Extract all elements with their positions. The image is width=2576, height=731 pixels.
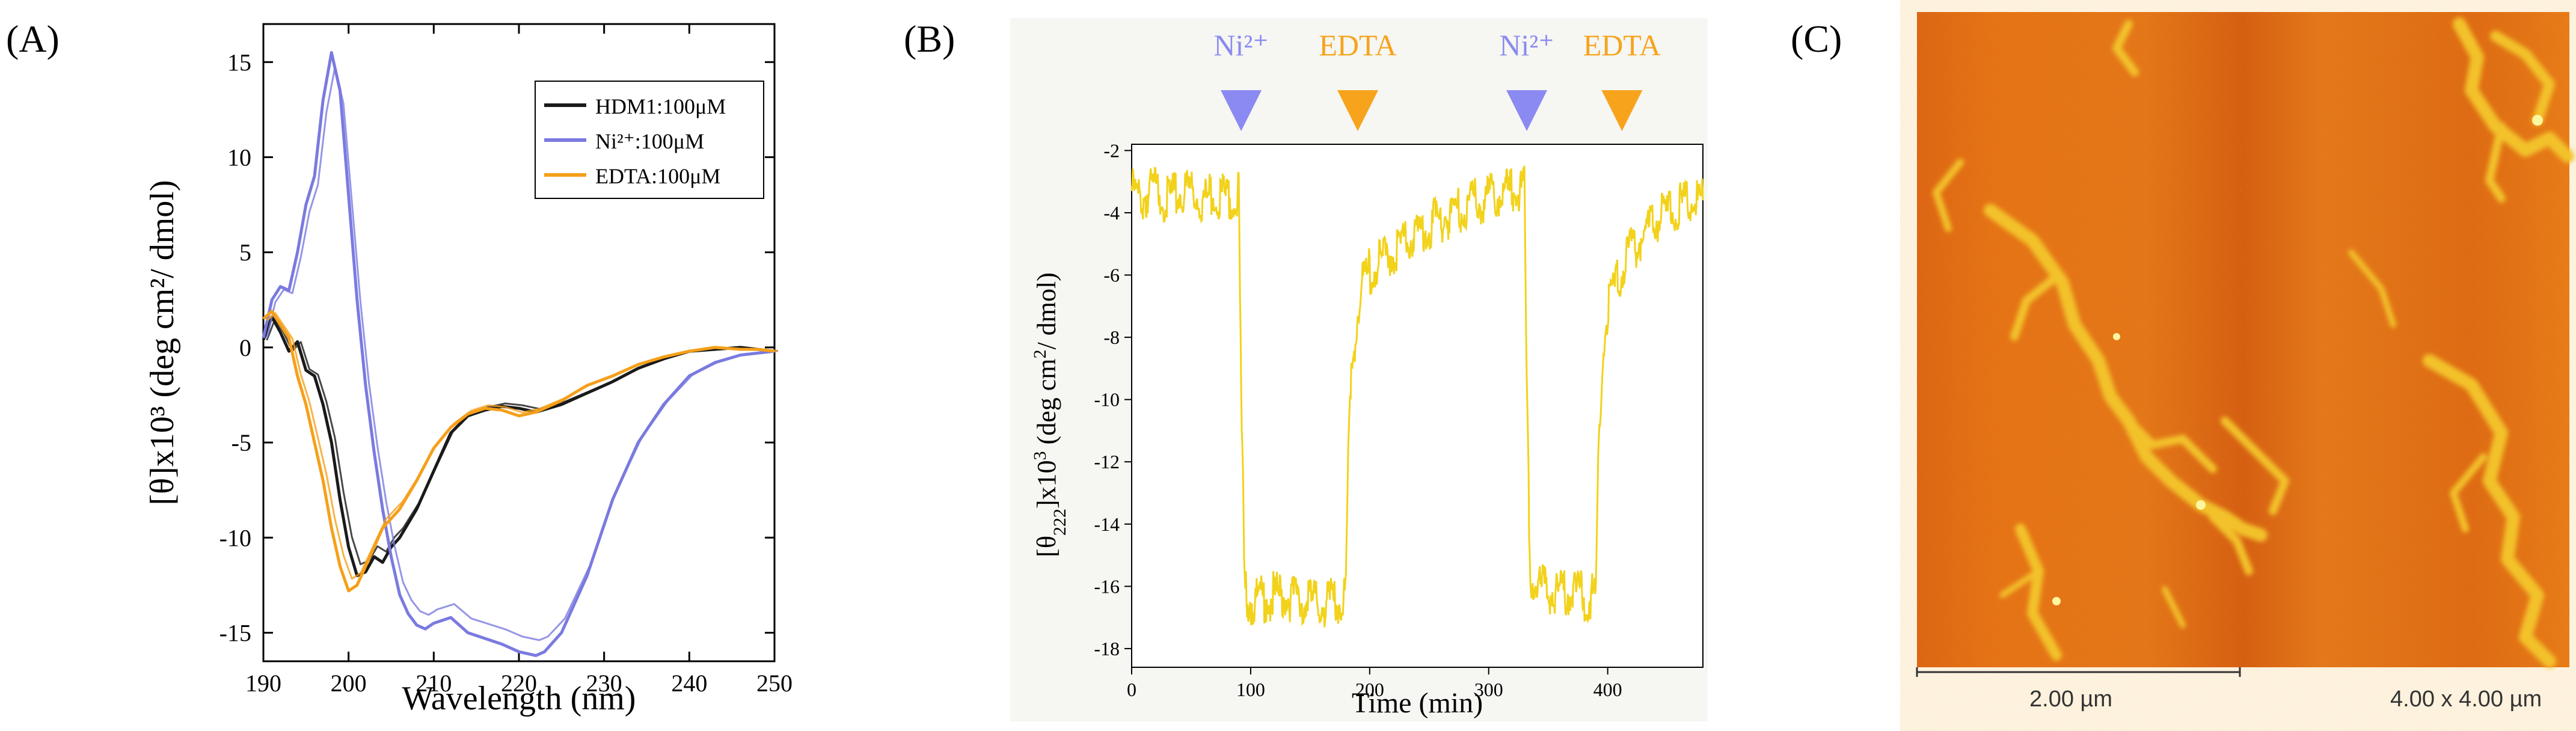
afm-fibrils — [1933, 17, 2574, 668]
chart-a-xtick-label: 200 — [331, 670, 367, 697]
chart-b-xtick-label: 300 — [1474, 679, 1503, 700]
chart-a-series-line-3 — [262, 310, 775, 593]
chart-b-ytick-label: -14 — [1094, 513, 1120, 535]
chart-a-xtick-label: 240 — [671, 670, 707, 697]
chart-b-marker-label-1: Ni²⁺ — [1213, 28, 1268, 62]
chart-b-ytick-label: -8 — [1103, 326, 1120, 348]
chart-b-xtick-label: 0 — [1127, 679, 1136, 700]
chart-b-marker-triangle-4 — [1601, 90, 1643, 131]
chart-b-ytick-label: -4 — [1103, 202, 1120, 224]
chart-a-xlabel: Wavelength (nm) — [402, 680, 636, 717]
panel-label-b: (B) — [904, 17, 955, 60]
chart-a-xtick-label: 230 — [586, 670, 622, 697]
panel-label-c: (C) — [1791, 17, 1842, 60]
chart-b-ytick-label: -2 — [1103, 139, 1120, 161]
chart-b-ytick-label: -16 — [1094, 575, 1120, 597]
afm-image-panel: 2.00 µm 4.00 x 4.00 µm — [1916, 12, 2574, 712]
chart-b-ytick-label: -6 — [1103, 265, 1120, 286]
chart-a-legend-label: Ni²⁺:100μM — [595, 129, 704, 153]
chart-a-ylabel: [θ]x10³ (deg cm²/ dmol) — [144, 180, 181, 506]
afm-bright-spots — [2052, 115, 2543, 605]
chart-b-marker-triangle-3 — [1506, 90, 1548, 131]
chart-a-legend: HDM1:100μM Ni²⁺:100μM EDTA:100μM — [535, 81, 764, 199]
chart-a-xtick-label: 210 — [416, 670, 452, 697]
chart-b-series-line-1 — [1130, 165, 1704, 628]
chart-b: 0 100 200 300 400 -18 -16 -14 -12 -10 -8 -6 -4 -2 Ni²… — [1010, 18, 1708, 721]
chart-a-xtick-label: 190 — [245, 670, 281, 697]
chart-a-series-line-3-repeat — [266, 312, 778, 580]
chart-b-marker-triangle-1 — [1221, 90, 1262, 131]
chart-a-ytick-label: 15 — [227, 49, 251, 76]
chart-a-ytick-label: -15 — [219, 620, 251, 647]
chart-a-series-line-2-repeat — [266, 66, 778, 641]
chart-b-ytick-label: -10 — [1094, 389, 1120, 411]
chart-a-xtick-label: 250 — [756, 670, 793, 697]
chart-b-xlabel: Time (min) — [1352, 687, 1483, 719]
afm-scale-bar-label: 2.00 µm — [2029, 687, 2112, 712]
chart-a-legend-label: EDTA:100μM — [595, 164, 720, 188]
chart-a-ytick-label: -10 — [219, 524, 251, 551]
chart-a-ytick-label: -5 — [232, 429, 251, 456]
afm-scan-size-label: 4.00 x 4.00 µm — [2390, 687, 2542, 712]
chart-a-series-line-1-repeat — [266, 317, 778, 566]
chart-b-ytick-label: -18 — [1094, 638, 1120, 659]
chart-a-xtick-label: 220 — [501, 670, 537, 697]
chart-b-marker-label-4: EDTA — [1583, 28, 1661, 62]
chart-b-marker-triangle-2 — [1337, 90, 1379, 131]
chart-a-legend-label: HDM1:100μM — [595, 94, 726, 118]
panel-label-a: (A) — [6, 17, 60, 60]
chart-b-marker-label-3: Ni²⁺ — [1499, 28, 1554, 62]
chart-a-ytick-label: 10 — [227, 144, 251, 171]
chart-a-ytick-label: 5 — [239, 239, 251, 266]
chart-b-xtick-label: 400 — [1593, 679, 1622, 700]
chart-b-xtick-label: 200 — [1355, 679, 1384, 700]
chart-b-marker-label-2: EDTA — [1319, 28, 1396, 62]
chart-b-ytick-label: -12 — [1094, 451, 1120, 473]
chart-b-xtick-label: 100 — [1236, 679, 1265, 700]
chart-a-ytick-label: 0 — [239, 334, 251, 361]
chart-a: 190 200 210 220 230 240 250 -15 -10 -5 0 5 10 15 Wave… — [144, 23, 793, 717]
